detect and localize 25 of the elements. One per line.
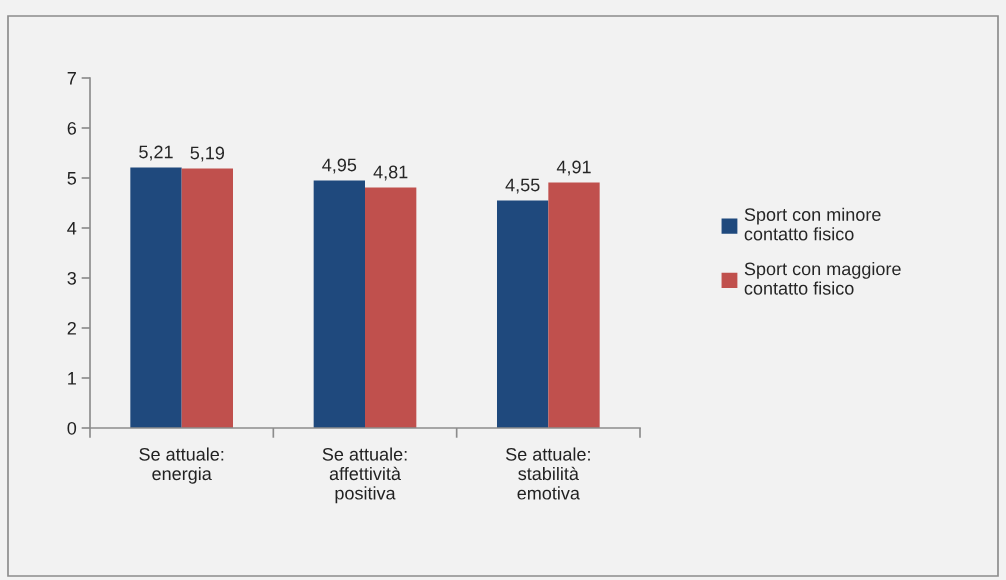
bar — [181, 168, 233, 428]
y-tick-label: 5 — [67, 172, 77, 185]
data-label: 4,95 — [322, 158, 357, 174]
data-label: 5,21 — [139, 145, 173, 161]
y-tick-label: 2 — [67, 321, 76, 335]
data-label: 4,81 — [373, 165, 408, 181]
data-label: 4,91 — [556, 160, 591, 176]
data-label: 5,19 — [190, 146, 225, 162]
bar — [365, 187, 417, 428]
data-label: 4,55 — [505, 178, 540, 194]
legend-label: Sport con maggiore contatto fisico — [744, 262, 901, 295]
y-tick-label: 0 — [67, 421, 77, 435]
bar — [130, 167, 182, 428]
legend-label: Sport con minore contatto fisico — [744, 207, 881, 241]
x-tick-label: Se attuale: stabilità emotiva — [505, 447, 590, 500]
x-tick-label: Se attuale: affettività positiva — [322, 447, 407, 504]
bar — [313, 180, 365, 428]
y-tick-label: 3 — [67, 271, 77, 285]
x-tick-label: Se attuale: energia — [139, 447, 224, 484]
y-tick-label: 1 — [68, 372, 76, 385]
y-tick-label: 7 — [67, 72, 76, 85]
y-tick-label: 4 — [67, 222, 77, 235]
bar — [548, 182, 600, 428]
bar — [497, 200, 549, 428]
y-tick-label: 6 — [67, 121, 77, 135]
